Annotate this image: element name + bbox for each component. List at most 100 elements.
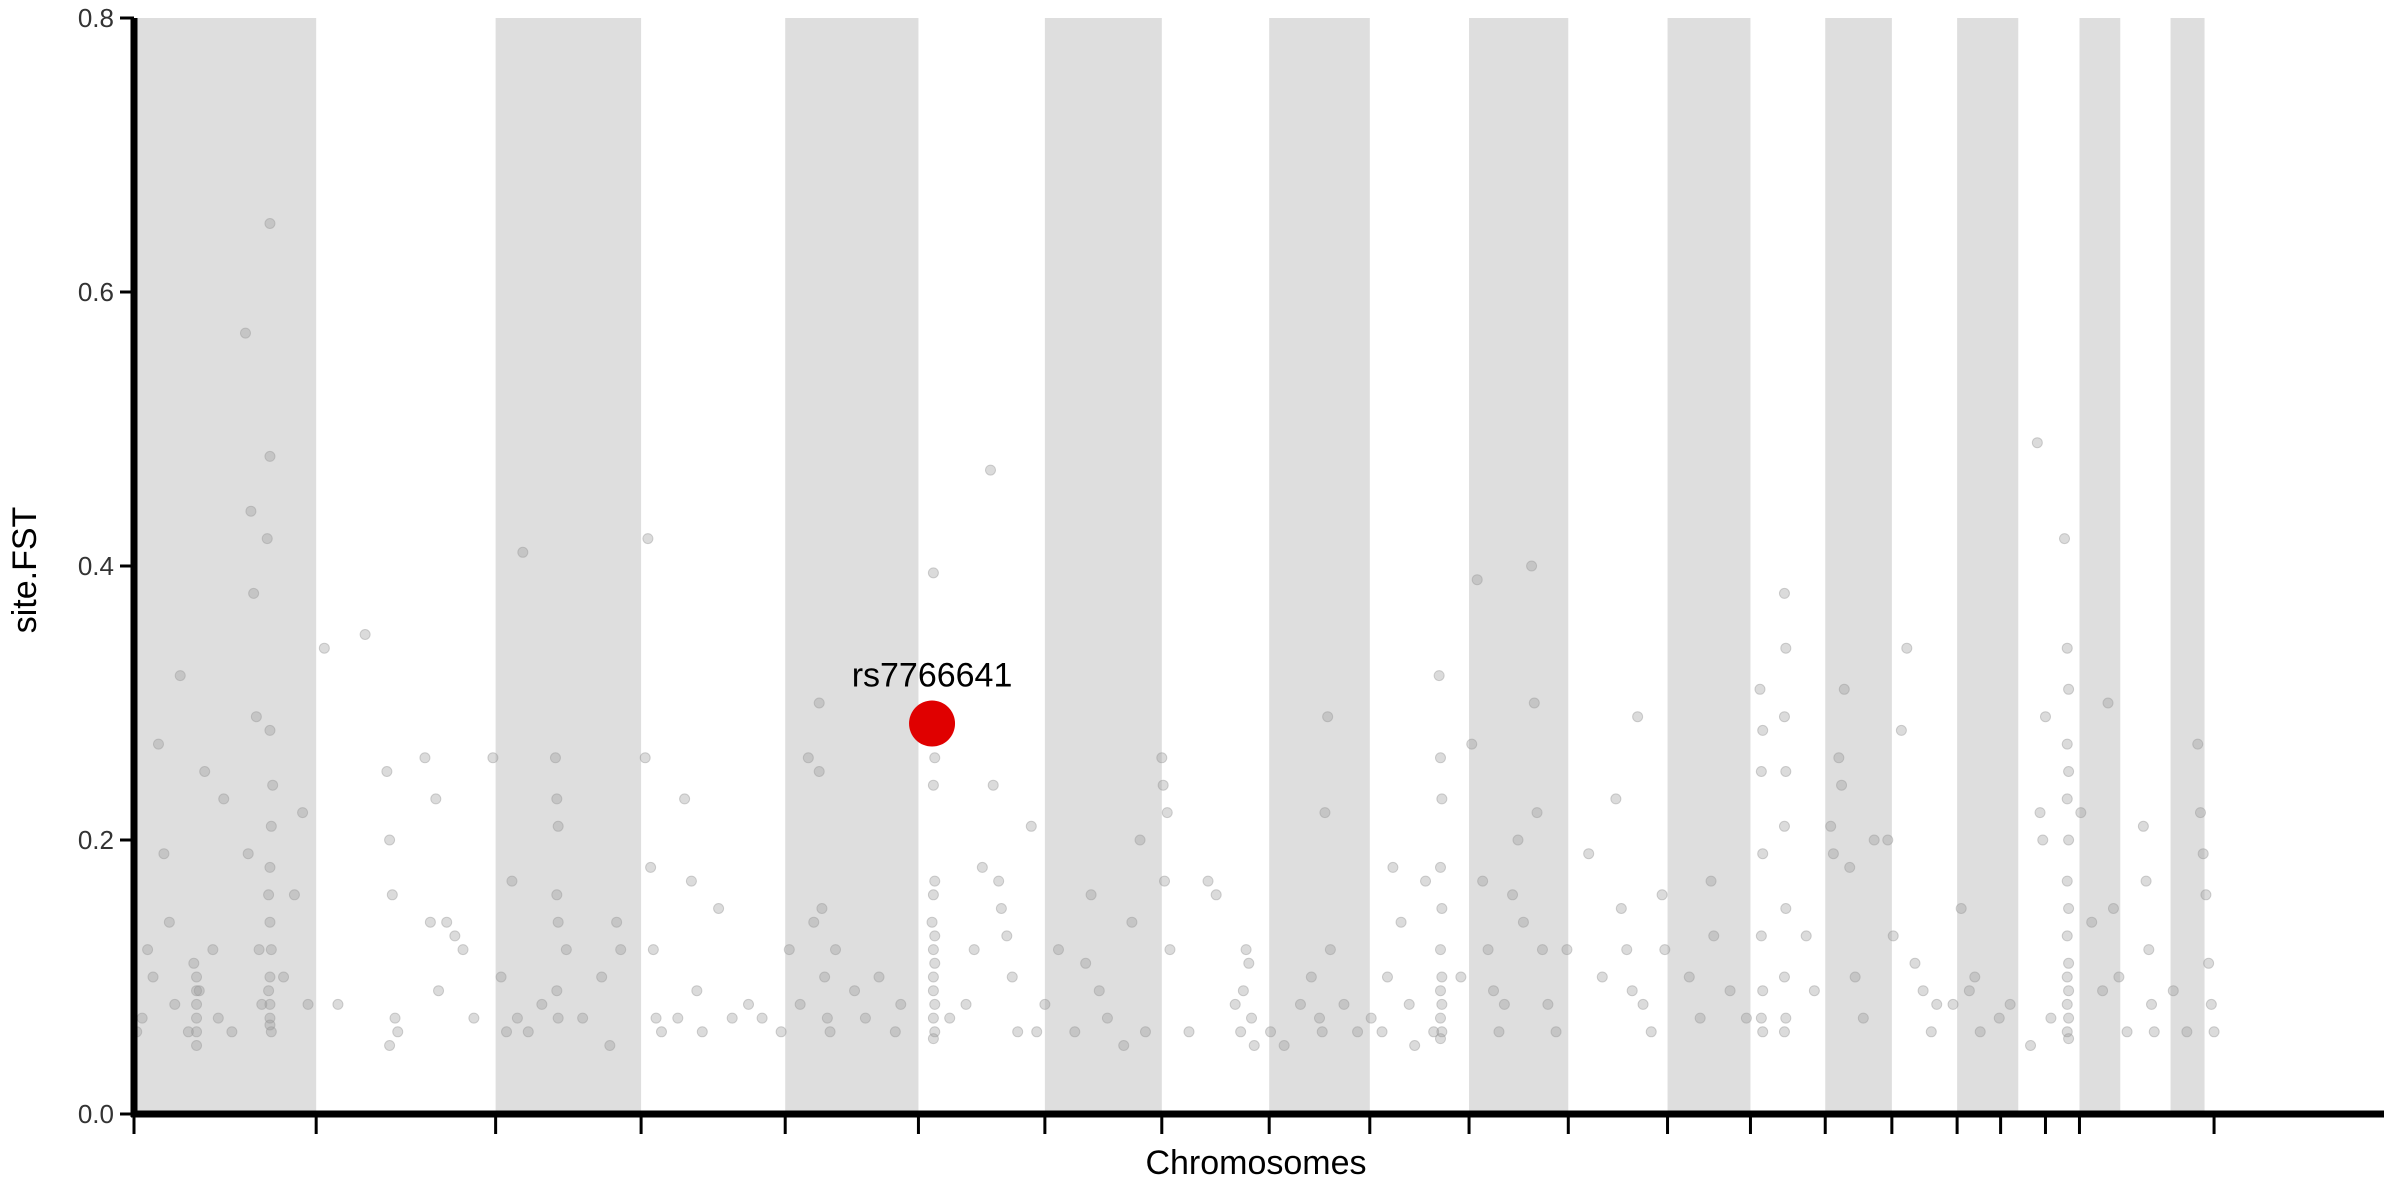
chromosome-band (1469, 18, 1569, 1114)
data-point (960, 998, 972, 1010)
data-point (552, 820, 564, 832)
data-point (1164, 944, 1176, 956)
data-point (1322, 711, 1334, 723)
data-point (1381, 971, 1393, 983)
data-point (995, 903, 1007, 914)
data-point (1294, 998, 1306, 1010)
data-point (1868, 834, 1880, 846)
data-point (2203, 957, 2215, 969)
data-point (2059, 533, 2071, 545)
chromosome-band (1667, 18, 1751, 1114)
data-point (2004, 998, 2016, 1010)
data-point (191, 998, 203, 1010)
data-point (743, 998, 755, 1010)
data-point (551, 793, 563, 805)
data-point (1434, 752, 1446, 764)
data-point (1705, 875, 1717, 887)
x-axis-title: Chromosomes (1145, 1144, 1366, 1182)
data-point (302, 998, 314, 1010)
data-point (239, 327, 251, 339)
data-point (2031, 437, 2043, 449)
data-point (1420, 875, 1432, 887)
data-point (242, 848, 254, 860)
data-point (2148, 1026, 2160, 1038)
data-point (264, 861, 276, 873)
data-point (1778, 711, 1790, 723)
data-point (1240, 944, 1252, 956)
data-point (968, 944, 980, 956)
data-point (2025, 1040, 2037, 1051)
data-point (218, 793, 230, 805)
data-point (889, 1026, 901, 1038)
data-point (1887, 930, 1899, 942)
chromosome-bands (134, 18, 2205, 1114)
y-tick-label: 0.4 (78, 551, 114, 581)
data-point (1536, 944, 1548, 956)
data-point (2039, 711, 2051, 723)
data-point (2063, 834, 2075, 846)
data-point (2208, 1026, 2220, 1038)
data-point (1833, 752, 1845, 764)
data-point (517, 546, 529, 558)
data-point (1963, 985, 1975, 997)
chromosome-band (1957, 18, 2019, 1114)
data-point (1517, 916, 1529, 928)
data-point (1031, 1026, 1043, 1038)
data-point (424, 916, 436, 928)
data-point (1313, 1012, 1325, 1024)
data-point (495, 971, 507, 983)
chromosome-band (785, 18, 919, 1114)
data-point (2205, 998, 2217, 1010)
data-point (158, 848, 170, 860)
data-point (984, 464, 996, 476)
data-point (2061, 1026, 2073, 1038)
data-point (1436, 793, 1448, 805)
data-point (2063, 957, 2075, 969)
data-point (253, 944, 265, 956)
data-point (1243, 957, 1255, 969)
data-point (1434, 861, 1446, 873)
data-point (1052, 944, 1064, 956)
data-point (1477, 875, 1489, 887)
data-point (1836, 779, 1848, 791)
data-point (1778, 971, 1790, 983)
data-point (2061, 642, 2073, 654)
data-point (264, 916, 276, 928)
data-point (430, 793, 442, 805)
data-point (1471, 574, 1483, 586)
data-point (1808, 985, 1820, 997)
data-point (2167, 985, 2179, 997)
data-point (1161, 807, 1173, 819)
data-point (2037, 834, 2049, 846)
data-point (191, 1012, 203, 1024)
data-point (577, 1012, 589, 1024)
data-point (830, 944, 842, 956)
data-point (1338, 998, 1350, 1010)
data-point (551, 985, 563, 997)
data-point (1434, 944, 1446, 956)
data-point (264, 1019, 276, 1031)
data-point (318, 642, 330, 654)
data-point (152, 738, 164, 750)
data-point (1025, 820, 1037, 832)
data-point (2197, 848, 2209, 860)
data-point (169, 998, 181, 1010)
data-point (193, 985, 205, 997)
data-point (929, 957, 941, 969)
data-point (261, 533, 273, 545)
data-point (207, 944, 219, 956)
data-point (264, 998, 276, 1010)
data-point (1139, 1026, 1151, 1038)
data-point (381, 766, 393, 777)
data-point (1080, 957, 1092, 969)
fst-points (131, 218, 2220, 1051)
data-point (212, 1012, 224, 1024)
data-point (1637, 998, 1649, 1010)
data-point (191, 985, 203, 997)
data-point (1561, 944, 1573, 956)
data-point (927, 971, 939, 983)
data-point (713, 903, 725, 914)
data-point (384, 834, 396, 846)
data-point (2063, 1012, 2075, 1024)
data-point (2075, 807, 2087, 819)
